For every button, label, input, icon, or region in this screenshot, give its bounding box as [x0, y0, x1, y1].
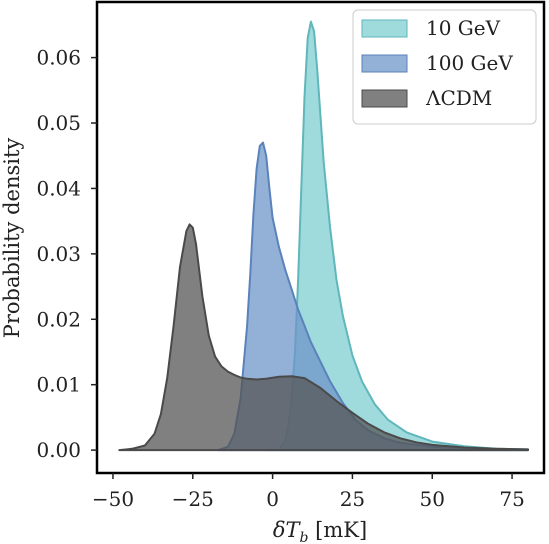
legend-swatch-lcdm — [361, 89, 408, 108]
x-tick-label: 0 — [266, 487, 279, 511]
x-tick-label: 25 — [340, 487, 365, 511]
legend-swatch-100-gev — [361, 54, 408, 73]
y-tick-label: 0.01 — [36, 373, 81, 397]
y-tick-label: 0.06 — [36, 46, 81, 70]
x-tick-label: −25 — [172, 487, 214, 511]
legend-label-10-gev: 10 GeV — [426, 16, 501, 40]
x-tick-label: −50 — [92, 487, 134, 511]
y-tick-label: 0.04 — [36, 176, 81, 200]
plot-frame — [95, 0, 546, 475]
legend-label-lcdm: ΛCDM — [425, 86, 492, 110]
legend-label-100-gev: 100 GeV — [426, 51, 513, 75]
x-tick-label: 50 — [420, 487, 445, 511]
x-axis: −50 −25 0 25 50 75 — [92, 473, 525, 511]
y-axis-label: Probability density — [0, 138, 24, 339]
y-tick-label: 0.03 — [36, 242, 81, 266]
legend: 10 GeV 100 GeV ΛCDM — [352, 9, 537, 125]
series-area-lcdm — [118, 223, 529, 452]
y-tick-label: 0.02 — [36, 307, 81, 331]
series-layer — [118, 20, 529, 452]
y-axis: 0.00 0.01 0.02 0.03 0.04 0.05 0.06 — [36, 46, 97, 462]
x-axis-label: δTb [mK] — [273, 518, 367, 544]
y-tick-label: 0.05 — [36, 111, 81, 135]
legend-swatch-10-gev — [361, 19, 408, 38]
y-tick-label: 0.00 — [36, 438, 81, 462]
x-tick-label: 75 — [499, 487, 524, 511]
